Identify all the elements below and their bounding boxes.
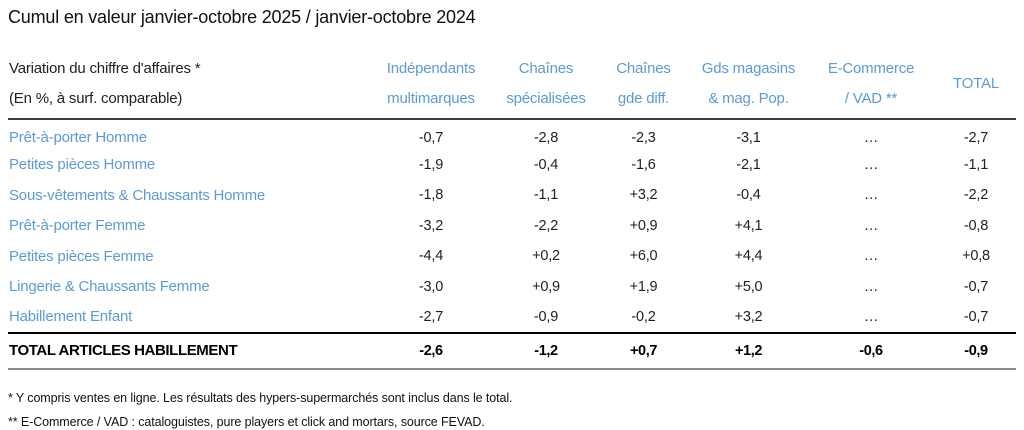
table-row-lingerie-chaussants-femme: Lingerie & Chaussants Femme -3,0 +0,9 +1… <box>8 272 1016 303</box>
value-cell: -0,4 <box>736 187 761 204</box>
column-header-gds-magasins: Gds magasins & mag. Pop. <box>691 54 806 119</box>
value-cell: … <box>863 308 879 325</box>
row-label: Petites pièces Femme <box>9 247 154 265</box>
value-cell: +0,9 <box>629 217 658 234</box>
header-line: TOTAL <box>953 75 999 92</box>
row-label: Habillement Enfant <box>9 308 133 326</box>
value-cell: -0,9 <box>533 308 559 325</box>
total-value-cell: +1,2 <box>734 342 763 359</box>
value-cell: +0,9 <box>532 278 560 295</box>
value-cell: -0,8 <box>963 217 989 234</box>
row-label: Sous-vêtements & Chaussants Homme <box>9 186 266 204</box>
header-line: Chaînes <box>616 60 671 77</box>
value-cell: -2,7 <box>963 129 989 146</box>
value-cell: -1,1 <box>533 187 559 204</box>
column-header-independants-multimarques: Indépendants multimarques <box>366 54 496 119</box>
column-header-variation: Variation du chiffre d'affaires * (En %,… <box>8 54 366 119</box>
row-label: Prêt-à-porter Homme <box>9 129 147 147</box>
total-value-cell: -1,2 <box>534 342 558 359</box>
value-cell: … <box>863 156 879 173</box>
total-row-label: TOTAL ARTICLES HABILLEMENT <box>9 342 238 359</box>
value-cell: -3,0 <box>418 278 444 295</box>
value-cell: -1,8 <box>418 187 444 204</box>
value-cell: +3,2 <box>629 187 658 204</box>
table-row-pret-a-porter-homme: Prêt-à-porter Homme -0,7 -2,8 -2,3 -3,1 … <box>8 119 1016 150</box>
header-line: multimarques <box>387 90 475 107</box>
total-value-cell: -0,6 <box>859 342 883 359</box>
value-cell: -2,2 <box>533 217 559 234</box>
value-cell: -1,1 <box>963 156 989 173</box>
value-cell: -0,2 <box>631 308 656 325</box>
value-cell: -2,8 <box>533 129 559 146</box>
value-cell: -2,1 <box>736 156 761 173</box>
column-header-ecommerce-vad: E-Commerce / VAD ** <box>806 54 936 119</box>
variation-header-line1: Variation du chiffre d'affaires * <box>9 60 201 77</box>
value-cell: -1,6 <box>631 156 656 173</box>
table-row-pret-a-porter-femme: Prêt-à-porter Femme -3,2 -2,2 +0,9 +4,1 … <box>8 211 1016 242</box>
header-line: spécialisées <box>506 90 586 107</box>
header-line: Indépendants <box>386 60 476 77</box>
value-cell: -3,1 <box>736 129 761 146</box>
table-row-petites-pieces-homme: Petites pièces Homme -1,9 -0,4 -1,6 -2,1… <box>8 150 1016 181</box>
header-line: gde diff. <box>617 90 670 107</box>
value-cell: +1,9 <box>629 278 658 295</box>
value-cell: +3,2 <box>734 308 763 325</box>
value-cell: +0,2 <box>532 248 560 265</box>
value-cell: -0,7 <box>418 129 444 146</box>
row-label: Lingerie & Chaussants Femme <box>9 278 210 296</box>
value-cell: +5,0 <box>734 278 763 295</box>
value-cell: -0,7 <box>963 278 989 295</box>
value-cell: -3,2 <box>418 217 444 234</box>
value-cell: -0,4 <box>533 156 559 173</box>
value-cell: … <box>863 187 879 204</box>
column-header-total: TOTAL <box>936 54 1016 119</box>
footnote-ecommerce-vad: ** E-Commerce / VAD : cataloguistes, pur… <box>8 414 485 429</box>
header-line: Gds magasins <box>701 60 796 77</box>
value-cell: … <box>863 278 879 295</box>
table-row-habillement-enfant: Habillement Enfant -2,7 -0,9 -0,2 +3,2 …… <box>8 302 1016 333</box>
footnote-online-sales: * Y compris ventes en ligne. Les résulta… <box>8 390 513 405</box>
variation-header-line2: (En %, à surf. comparable) <box>9 90 183 107</box>
table-row-petites-pieces-femme: Petites pièces Femme -4,4 +0,2 +6,0 +4,4… <box>8 241 1016 272</box>
total-value-cell: -2,6 <box>419 342 443 359</box>
row-label: Prêt-à-porter Femme <box>9 217 146 235</box>
value-cell: … <box>863 217 879 234</box>
header-line: E-Commerce <box>827 60 915 77</box>
table-row-total-articles-habillement: TOTAL ARTICLES HABILLEMENT -2,6 -1,2 +0,… <box>8 332 1016 369</box>
table-header: Variation du chiffre d'affaires * (En %,… <box>8 54 1016 119</box>
value-cell: -2,2 <box>963 187 989 204</box>
value-cell: +6,0 <box>629 248 658 265</box>
header-line: & mag. Pop. <box>708 90 789 107</box>
value-cell: +4,4 <box>734 248 763 265</box>
table-row-sous-vetements-chaussants-homme: Sous-vêtements & Chaussants Homme -1,8 -… <box>8 180 1016 211</box>
value-cell: … <box>863 248 879 265</box>
total-value-cell: +0,7 <box>629 342 658 359</box>
header-line: Chaînes <box>518 60 574 77</box>
table-body: Prêt-à-porter Homme -0,7 -2,8 -2,3 -3,1 … <box>8 119 1016 369</box>
total-value-cell: -0,9 <box>964 342 988 359</box>
value-cell: … <box>863 129 879 146</box>
value-cell: -4,4 <box>418 248 444 265</box>
value-cell: -2,3 <box>631 129 656 146</box>
header-row: Variation du chiffre d'affaires * (En %,… <box>8 54 1016 119</box>
header-line: / VAD ** <box>844 90 898 107</box>
column-header-chaines-specialisees: Chaînes spécialisées <box>496 54 596 119</box>
value-cell: +0,8 <box>962 248 990 265</box>
variation-table: Variation du chiffre d'affaires * (En %,… <box>8 54 1016 370</box>
value-cell: -1,9 <box>418 156 444 173</box>
value-cell: +4,1 <box>734 217 763 234</box>
footnotes: * Y compris ventes en ligne. Les résulta… <box>8 386 1016 430</box>
report-title: Cumul en valeur janvier-octobre 2025 / j… <box>8 7 476 27</box>
column-header-chaines-gde-diff: Chaînes gde diff. <box>596 54 691 119</box>
value-cell: -0,7 <box>963 308 989 325</box>
row-label: Petites pièces Homme <box>9 156 156 174</box>
value-cell: -2,7 <box>418 308 444 325</box>
